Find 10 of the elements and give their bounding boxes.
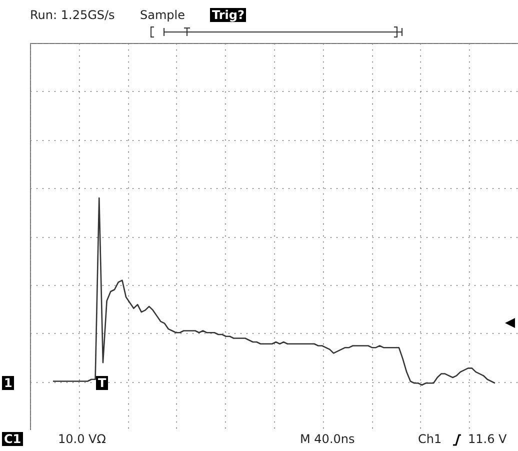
text: Trig? [210, 8, 246, 22]
text: 1 [2, 376, 14, 390]
annotation: T [96, 376, 108, 390]
text: M 40.0ns [300, 432, 355, 446]
text: 11.6 V [468, 432, 507, 446]
text: C1 [2, 432, 24, 446]
text: Sample [140, 8, 185, 22]
text: 10.0 VΩ [58, 432, 106, 446]
text: Ch1 [418, 432, 442, 446]
text: Run: 1.25GS/s [30, 8, 115, 22]
